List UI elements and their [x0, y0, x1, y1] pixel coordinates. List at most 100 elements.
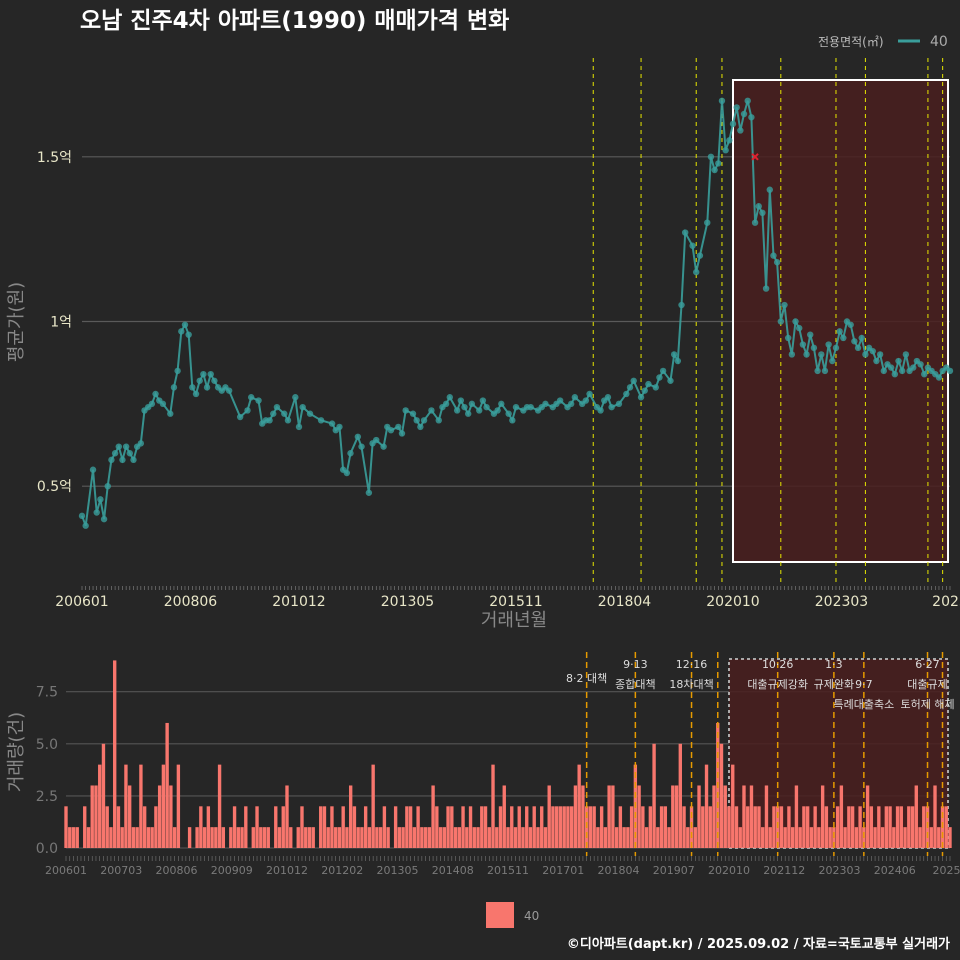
volume-bar	[127, 785, 132, 848]
volume-bar	[502, 785, 506, 848]
volume-bar	[259, 827, 263, 848]
policy-annotation: 12·16	[676, 658, 708, 671]
price-point	[211, 377, 218, 384]
volume-bar	[802, 806, 806, 848]
price-point	[111, 450, 119, 457]
volume-bar	[652, 743, 656, 848]
price-point	[674, 357, 682, 365]
volume-bar	[787, 806, 791, 848]
price-point	[751, 219, 759, 226]
volume-bar	[884, 806, 889, 848]
price-point	[126, 450, 134, 457]
price-point	[755, 203, 762, 210]
price-point	[181, 321, 189, 328]
volume-bar	[704, 764, 709, 848]
volume-bar	[644, 827, 649, 848]
y-tick-price: 0.5억	[37, 479, 72, 495]
price-point	[464, 410, 472, 417]
volume-bar	[367, 827, 372, 848]
price-point	[902, 351, 910, 358]
price-point	[130, 456, 137, 464]
price-point	[656, 374, 663, 381]
volume-bar	[839, 785, 844, 848]
legend-swatch-bar	[486, 902, 514, 928]
price-point	[681, 229, 689, 236]
volume-bar	[656, 827, 660, 848]
x-tick-volume: 202303	[819, 864, 861, 877]
volume-bar	[371, 764, 375, 848]
volume-bar	[611, 785, 615, 848]
price-point	[744, 97, 751, 105]
volume-bar	[244, 806, 248, 848]
volume-bar	[693, 827, 697, 848]
price-point	[509, 417, 516, 424]
volume-bar	[599, 806, 604, 848]
volume-bar	[772, 806, 776, 848]
price-point	[762, 285, 770, 292]
volume-bar	[472, 827, 476, 848]
price-point	[737, 127, 744, 134]
price-point	[446, 394, 453, 401]
volume-bar	[465, 827, 469, 848]
x-tick-volume: 200703	[100, 864, 142, 877]
volume-bar	[858, 806, 862, 848]
price-point	[170, 384, 178, 391]
volume-bar	[86, 827, 91, 848]
price-point	[122, 443, 130, 450]
volume-bar	[491, 764, 495, 848]
x-tick-volume: 200909	[211, 864, 253, 877]
volume-bar	[214, 827, 218, 848]
volume-bar	[68, 827, 72, 848]
volume-bar	[348, 785, 353, 848]
volume-bar	[809, 827, 814, 848]
volume-bar	[558, 806, 563, 848]
volume-bar	[453, 827, 458, 848]
price-point	[792, 318, 799, 325]
price-point	[777, 318, 785, 325]
volume-bar	[262, 827, 267, 848]
y-axis-title-price: 평균가(원)	[6, 282, 27, 362]
price-point	[542, 400, 549, 408]
price-point	[645, 380, 652, 388]
price-point	[354, 433, 362, 440]
volume-bar	[229, 827, 233, 848]
volume-bar	[139, 764, 143, 848]
volume-bar	[805, 806, 810, 848]
volume-bar	[596, 827, 600, 848]
volume-bar	[382, 806, 387, 848]
price-point	[895, 357, 902, 365]
volume-bar	[375, 827, 379, 848]
price-point	[93, 509, 100, 516]
price-point	[273, 403, 281, 411]
volume-bar	[236, 827, 240, 848]
price-point	[167, 410, 174, 417]
price-point	[567, 400, 575, 408]
volume-bar	[761, 827, 765, 848]
highlight-region	[732, 79, 949, 563]
price-point	[876, 351, 884, 358]
volume-bar	[202, 827, 207, 848]
volume-bar	[506, 827, 510, 848]
volume-bar	[513, 827, 518, 848]
price-point	[733, 104, 740, 111]
price-point	[818, 351, 825, 358]
x-tick-volume: 200806	[156, 864, 198, 877]
legend-label-bottom: 40	[524, 909, 539, 923]
volume-bar	[98, 764, 102, 848]
volume-bar	[794, 785, 799, 848]
price-point	[641, 387, 648, 394]
x-tick-price: 201012	[272, 594, 325, 610]
volume-bar	[431, 785, 435, 848]
volume-bar	[892, 827, 896, 848]
price-point	[840, 334, 847, 342]
volume-bar	[667, 827, 671, 848]
price-point	[78, 512, 86, 520]
price-point	[604, 394, 612, 401]
price-point	[799, 341, 807, 348]
volume-bar	[577, 764, 581, 848]
volume-bar	[360, 827, 364, 848]
price-point	[409, 410, 417, 417]
price-point	[851, 338, 858, 345]
price-point	[483, 403, 490, 411]
volume-bar	[450, 806, 454, 848]
